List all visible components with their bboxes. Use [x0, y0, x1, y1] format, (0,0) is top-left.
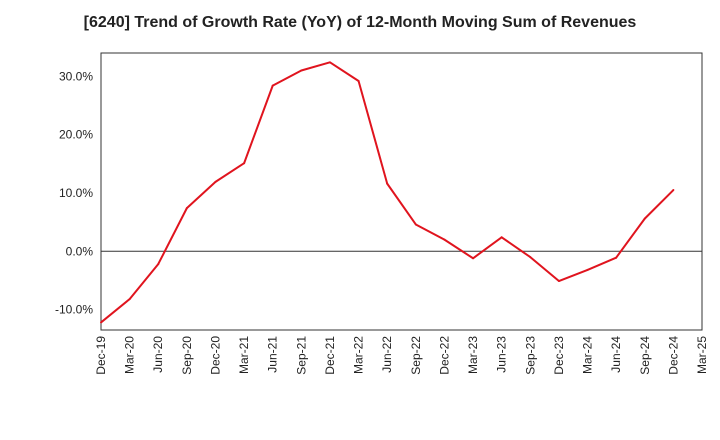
- axis-layer: [100, 52, 703, 331]
- data-point: [643, 217, 646, 220]
- x-tick-label: Dec-19: [94, 336, 108, 375]
- data-point: [157, 263, 160, 266]
- y-tick-label: 30.0%: [59, 69, 93, 83]
- x-tick-label: Sep-23: [523, 336, 537, 375]
- data-point: [443, 238, 446, 241]
- x-tick-label: Mar-25: [695, 336, 709, 374]
- data-point: [271, 84, 274, 87]
- data-point: [357, 79, 360, 82]
- x-tick-label: Mar-20: [123, 336, 137, 374]
- y-tick-label: 0.0%: [66, 244, 94, 258]
- x-tick-label: Mar-23: [466, 336, 480, 374]
- data-point: [414, 223, 417, 226]
- x-tick-label: Dec-24: [666, 336, 680, 375]
- data-point: [472, 257, 475, 260]
- x-tick-label: Jun-20: [151, 336, 165, 373]
- data-point: [672, 189, 675, 192]
- x-tick-label: Sep-21: [294, 336, 308, 375]
- data-point: [185, 207, 188, 210]
- data-point: [615, 256, 618, 259]
- x-tick-label: Mar-22: [352, 336, 366, 374]
- x-tick-label: Jun-21: [266, 336, 280, 373]
- x-tick-label: Sep-24: [638, 336, 652, 375]
- data-point: [300, 69, 303, 72]
- x-tick-label: Dec-22: [437, 336, 451, 375]
- data-point: [500, 236, 503, 239]
- x-tick-label: Sep-20: [180, 336, 194, 375]
- data-point: [328, 61, 331, 64]
- x-tick-label: Mar-24: [581, 336, 595, 374]
- y-tick-label: -10.0%: [55, 303, 93, 317]
- chart-title: [6240] Trend of Growth Rate (YoY) of 12-…: [83, 14, 637, 31]
- data-point: [557, 280, 560, 283]
- x-tick-label: Jun-23: [495, 336, 509, 373]
- y-tick-label: 10.0%: [59, 186, 93, 200]
- y-tick-label: 20.0%: [59, 128, 93, 142]
- series-layer: [100, 61, 675, 324]
- data-point: [214, 180, 217, 183]
- data-point: [386, 182, 389, 185]
- x-tick-label: Dec-21: [323, 336, 337, 375]
- x-tick-label: Jun-22: [380, 336, 394, 373]
- x-tick-label: Jun-24: [609, 336, 623, 373]
- x-tick-label: Mar-21: [237, 336, 251, 374]
- data-point: [586, 268, 589, 271]
- data-point: [529, 256, 532, 259]
- data-point: [100, 321, 102, 324]
- data-point: [128, 298, 131, 301]
- x-tick-label: Sep-22: [409, 336, 423, 375]
- label-layer: 30.0% 20.0% 10.0% 0.0% -10.0% Dec-19 Mar-20 Jun…: [55, 69, 709, 374]
- x-tick-label: Dec-23: [552, 336, 566, 375]
- x-tick-label: Dec-20: [208, 336, 222, 375]
- data-point: [243, 162, 246, 165]
- plot-frame: [100, 52, 703, 331]
